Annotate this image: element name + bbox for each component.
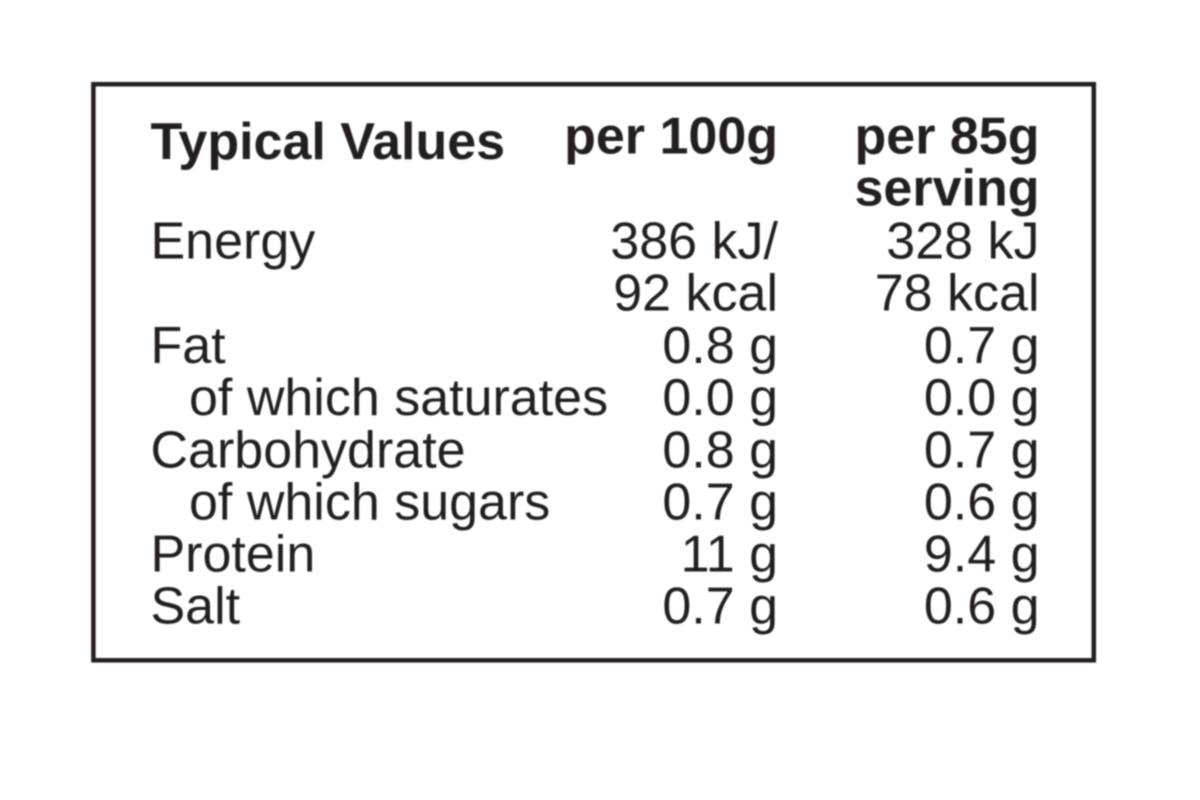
svg-text:Carbohydrate: Carbohydrate — [151, 421, 466, 479]
svg-text:0.0 g: 0.0 g — [924, 369, 1040, 427]
svg-text:per 85g: per 85g — [855, 108, 1040, 166]
svg-text:Salt: Salt — [151, 577, 241, 635]
svg-text:serving: serving — [855, 160, 1040, 218]
svg-text:Typical Values: Typical Values — [151, 113, 506, 171]
svg-text:92 kcal: 92 kcal — [613, 265, 778, 323]
svg-text:Protein: Protein — [151, 525, 316, 583]
svg-text:0.8 g: 0.8 g — [662, 421, 778, 479]
svg-text:per 100g: per 100g — [564, 108, 778, 166]
svg-text:0.6 g: 0.6 g — [924, 577, 1040, 635]
svg-text:0.7 g: 0.7 g — [662, 577, 778, 635]
svg-text:328 kJ: 328 kJ — [886, 213, 1039, 271]
svg-text:Energy: Energy — [151, 213, 316, 271]
svg-text:9.4 g: 9.4 g — [924, 525, 1040, 583]
svg-text:Fat: Fat — [151, 317, 227, 375]
svg-text:386 kJ/: 386 kJ/ — [610, 213, 778, 271]
svg-text:0.7 g: 0.7 g — [924, 317, 1040, 375]
svg-text:of which sugars: of which sugars — [189, 473, 550, 531]
svg-text:0.7 g: 0.7 g — [924, 421, 1040, 479]
svg-text:11 g: 11 g — [681, 525, 778, 583]
svg-text:of which saturates: of which saturates — [189, 369, 608, 427]
svg-text:0.0 g: 0.0 g — [662, 369, 778, 427]
svg-text:78 kcal: 78 kcal — [875, 265, 1040, 323]
svg-text:0.7 g: 0.7 g — [662, 473, 778, 531]
svg-text:0.6 g: 0.6 g — [924, 473, 1040, 531]
svg-text:0.8 g: 0.8 g — [662, 317, 778, 375]
